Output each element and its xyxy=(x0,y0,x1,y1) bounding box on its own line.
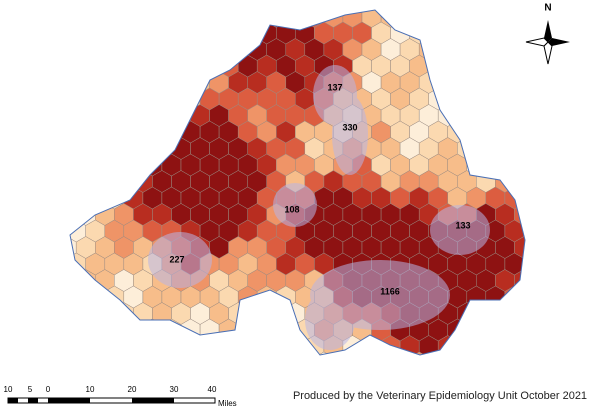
cluster-label: 227 xyxy=(169,254,184,264)
scale-tick-label: 30 xyxy=(170,385,179,394)
north-label: N xyxy=(544,3,551,14)
scale-bar: 10 5 0 10 20 30 40 Miles xyxy=(4,385,237,408)
cluster-label: 330 xyxy=(342,122,357,132)
scale-unit: Miles xyxy=(218,399,237,408)
cluster-label: 1166 xyxy=(380,286,400,296)
scale-tick-label: 0 xyxy=(46,385,51,394)
cluster-label: 108 xyxy=(284,204,299,214)
cluster-label: 137 xyxy=(327,82,342,92)
scale-tick-label: 5 xyxy=(28,385,33,394)
north-arrow: N xyxy=(525,3,570,65)
density-overlay xyxy=(148,65,490,350)
scale-tick-label: 20 xyxy=(128,385,137,394)
scale-tick-label: 10 xyxy=(86,385,95,394)
credit: Produced by the Veterinary Epidemiology … xyxy=(293,390,587,402)
coastline xyxy=(69,9,526,356)
cluster-label: 133 xyxy=(455,220,470,230)
scale-tick-label: 10 xyxy=(4,385,13,394)
scale-tick-label: 40 xyxy=(208,385,217,394)
